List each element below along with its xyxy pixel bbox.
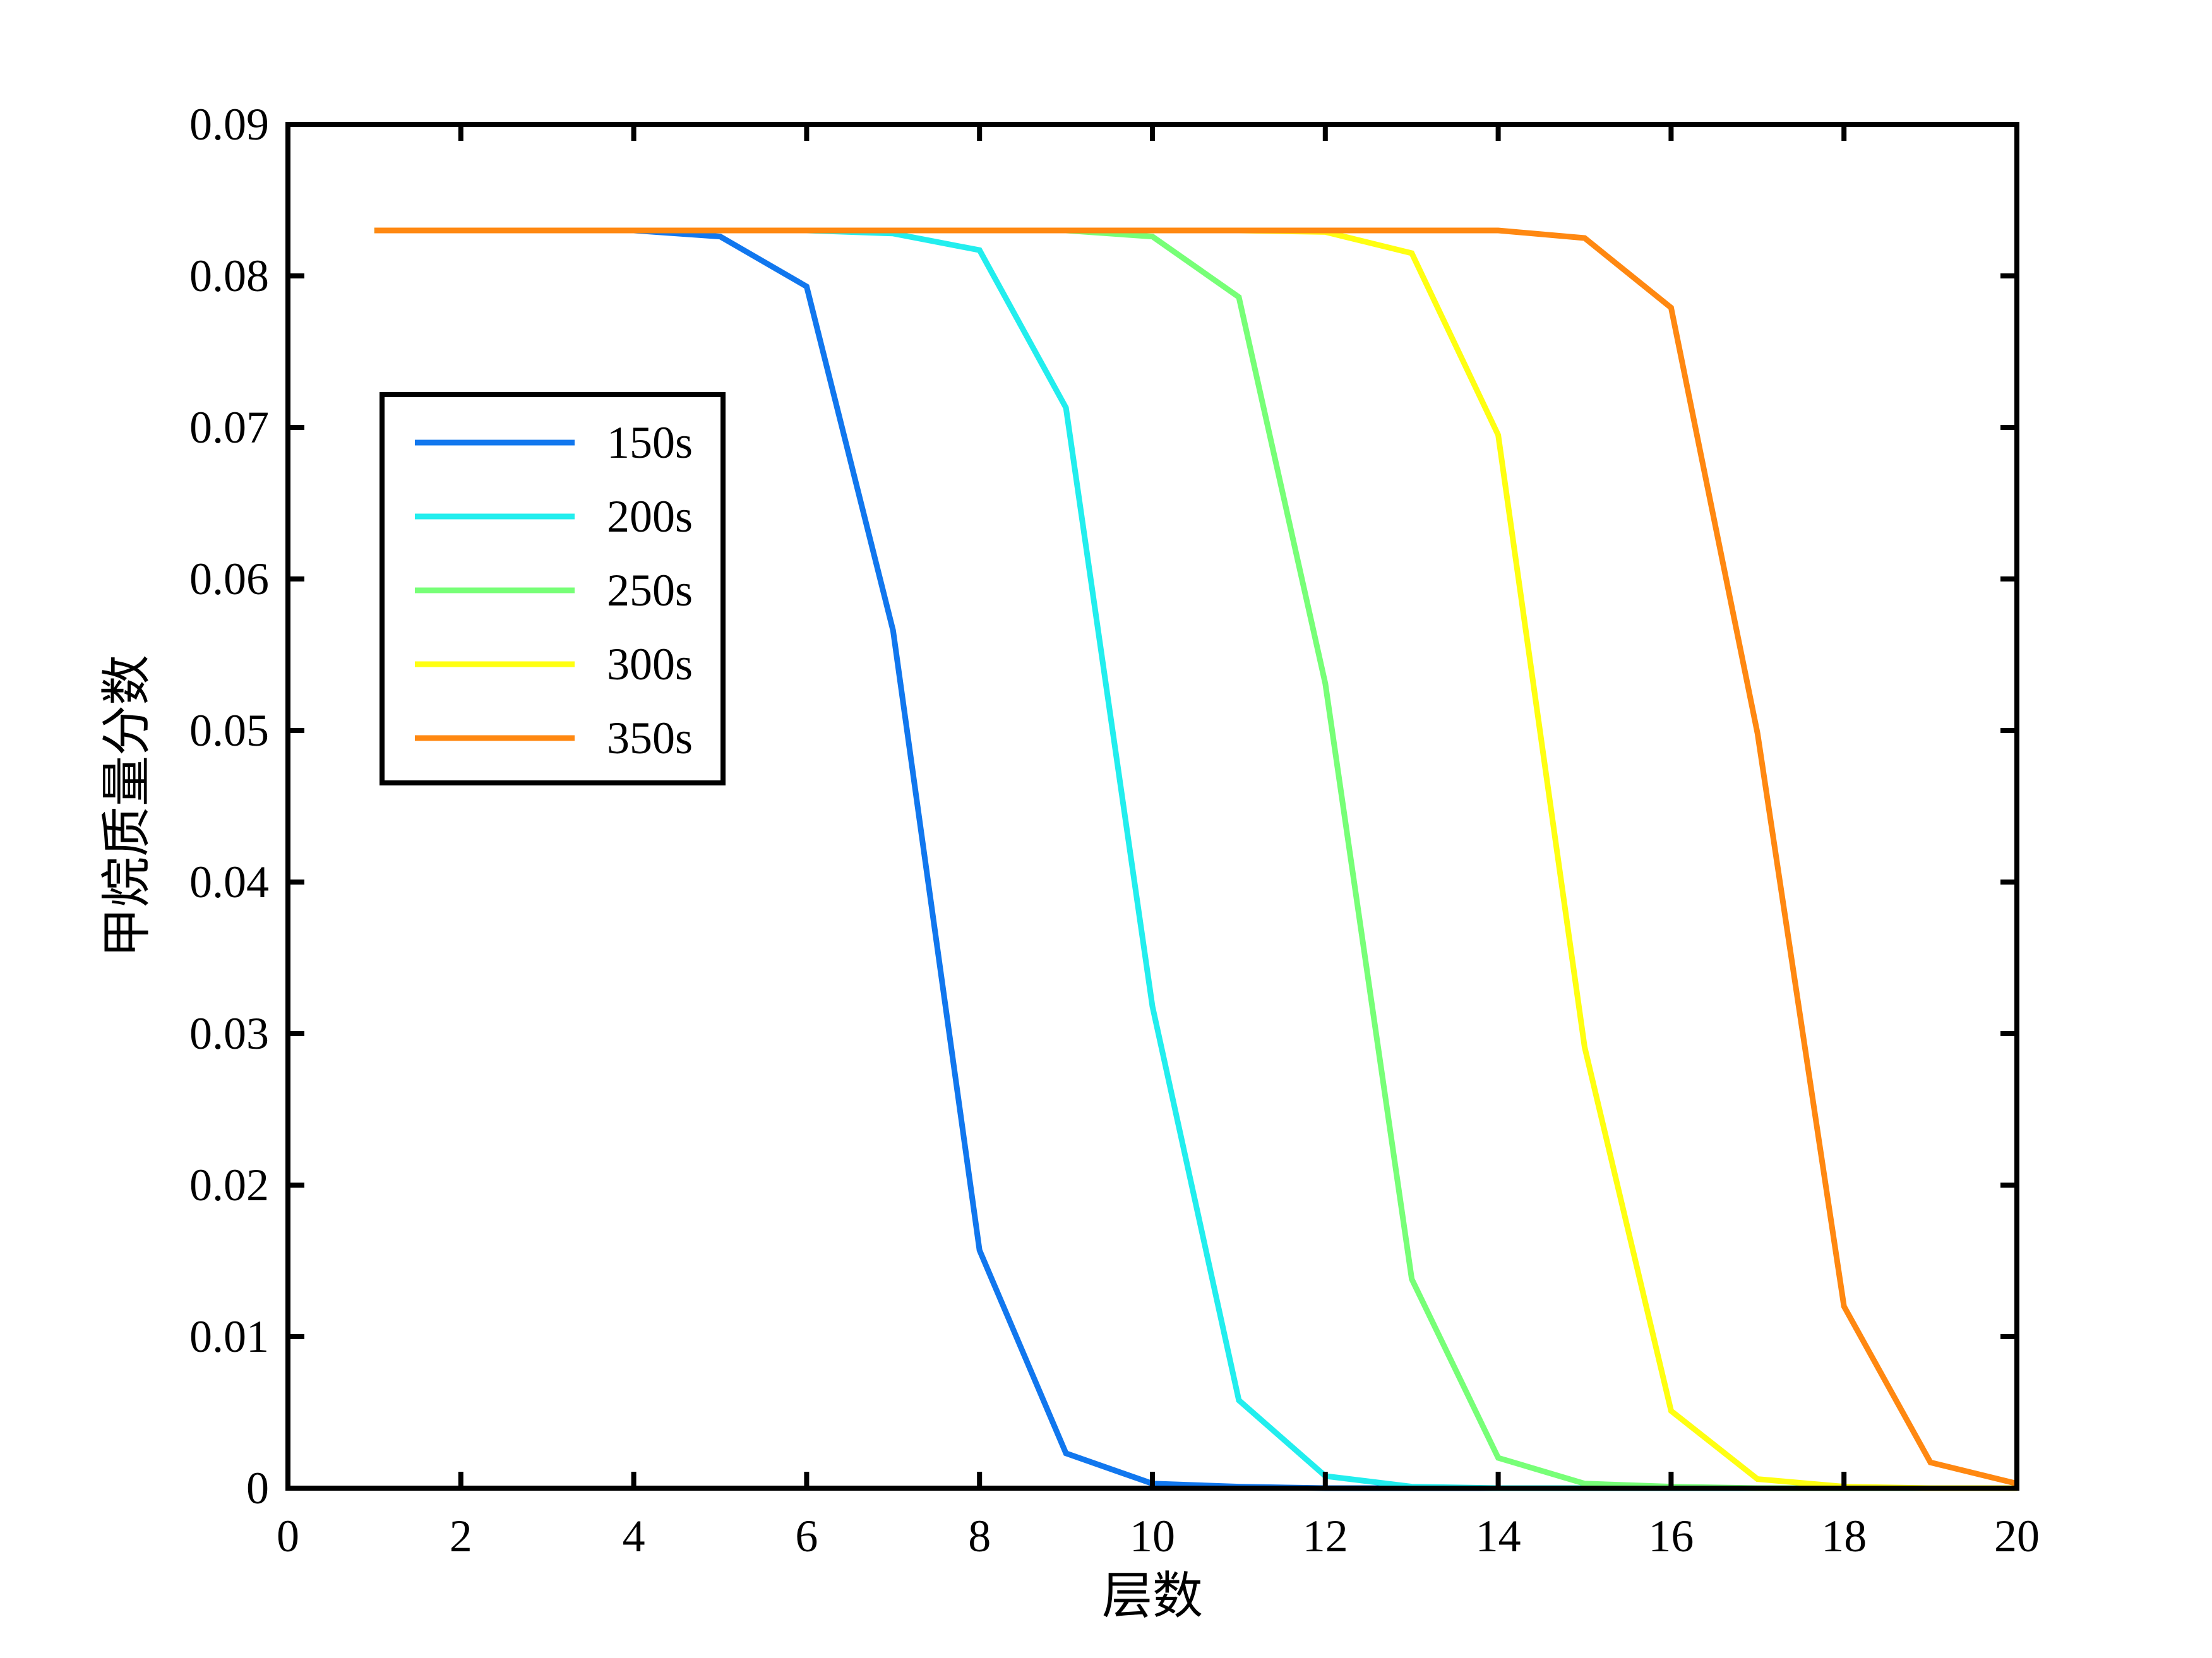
y-tick-labels: 0 0.01 0.02 0.03 0.04 0.05 0.06 0.07 0.08 0.09 bbox=[189, 99, 269, 1513]
y-tick-label: 0.04 bbox=[189, 857, 269, 907]
x-axis-label: 层数 bbox=[1102, 1566, 1203, 1625]
y-tick-label: 0.01 bbox=[189, 1311, 269, 1362]
legend-label-200s: 200s bbox=[607, 491, 693, 542]
x-tick-label: 20 bbox=[1994, 1511, 2040, 1561]
legend-label-300s: 300s bbox=[607, 639, 693, 689]
x-tick-label: 14 bbox=[1476, 1511, 1521, 1561]
x-tick-label: 16 bbox=[1648, 1511, 1694, 1561]
y-tick-label: 0.06 bbox=[189, 554, 269, 604]
legend-label-150s: 150s bbox=[607, 417, 693, 468]
legend-label-250s: 250s bbox=[607, 565, 693, 616]
y-tick-label: 0.09 bbox=[189, 99, 269, 150]
y-tick-label: 0 bbox=[246, 1463, 269, 1513]
y-tick-label: 0.05 bbox=[189, 705, 269, 756]
x-tick-label: 4 bbox=[623, 1511, 645, 1561]
x-tick-label: 2 bbox=[450, 1511, 472, 1561]
y-axis-label: 甲烷质量分数 bbox=[97, 655, 156, 958]
x-tick-label: 12 bbox=[1303, 1511, 1348, 1561]
x-tick-label: 6 bbox=[795, 1511, 818, 1561]
x-tick-label: 8 bbox=[968, 1511, 991, 1561]
x-tick-label: 0 bbox=[277, 1511, 299, 1561]
y-tick-label: 0.02 bbox=[189, 1160, 269, 1210]
legend-label-350s: 350s bbox=[607, 713, 693, 763]
plot-frame bbox=[285, 122, 2019, 1491]
x-tick-labels: 0 2 4 6 8 10 12 14 16 18 20 bbox=[277, 1511, 2040, 1561]
y-tick-label: 0.07 bbox=[189, 402, 269, 453]
y-tick-label: 0.08 bbox=[189, 251, 269, 301]
legend: 150s 200s 250s 300s 350s bbox=[380, 392, 726, 785]
x-tick-label: 10 bbox=[1130, 1511, 1175, 1561]
x-tick-label: 18 bbox=[1821, 1511, 1867, 1561]
series-line-350s bbox=[374, 227, 2018, 1487]
y-tick-label: 0.03 bbox=[189, 1008, 269, 1059]
